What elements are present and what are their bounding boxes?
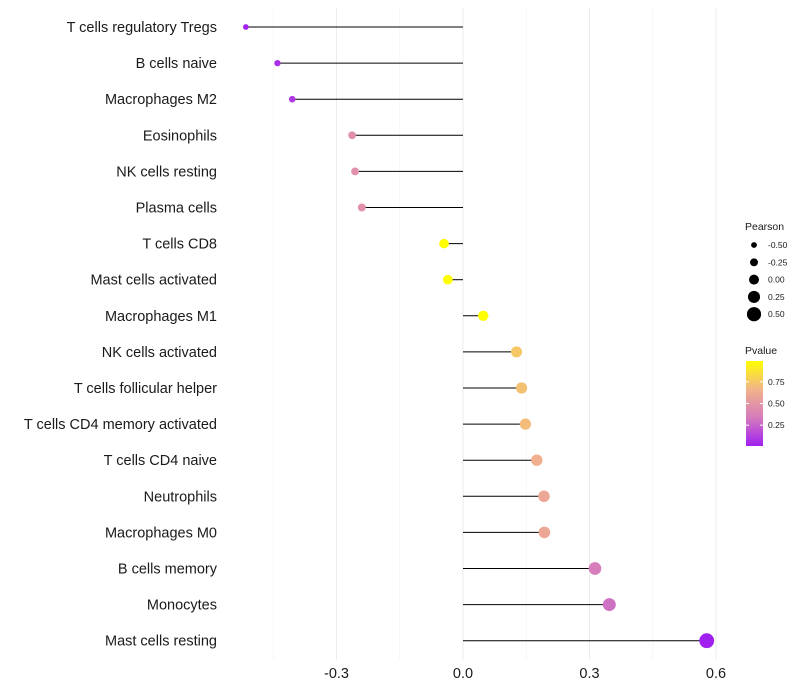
x-tick-label: 0.3 bbox=[579, 666, 599, 682]
data-point bbox=[511, 346, 523, 358]
legend-size-label: 0.00 bbox=[768, 275, 785, 285]
legend-pearson: Pearson -0.50 -0.25 0.00 0.25 0.50 bbox=[745, 221, 788, 322]
y-label: Macrophages M2 bbox=[105, 92, 217, 108]
legend-size-label: -0.25 bbox=[768, 257, 788, 267]
legend-pvalue-title: Pvalue bbox=[745, 345, 777, 357]
legend-color-label: 0.75 bbox=[768, 377, 785, 387]
x-tick-label: 0.6 bbox=[706, 666, 726, 682]
legend-size-key bbox=[749, 274, 759, 285]
legend-size-label: 0.50 bbox=[768, 309, 785, 319]
legend-size-label: -0.50 bbox=[768, 240, 788, 250]
y-label: T cells follicular helper bbox=[74, 381, 217, 397]
legend-size-key bbox=[751, 242, 757, 248]
y-axis-labels: T cells regulatory Tregs B cells naive Mac… bbox=[24, 20, 218, 650]
x-tick-label: -0.3 bbox=[324, 666, 349, 682]
y-label: B cells memory bbox=[118, 562, 218, 578]
y-label: T cells CD4 naive bbox=[104, 453, 217, 469]
legend-size-key bbox=[746, 307, 762, 322]
y-label: Mast cells activated bbox=[90, 273, 217, 289]
legend-size-key bbox=[747, 290, 761, 303]
data-point bbox=[516, 382, 528, 394]
y-label: B cells naive bbox=[136, 56, 217, 72]
stems bbox=[245, 26, 707, 642]
legend-size-label: 0.25 bbox=[768, 292, 785, 302]
x-axis-tick-labels: -0.3 0.0 0.3 0.6 bbox=[324, 666, 726, 682]
data-point bbox=[348, 131, 356, 140]
y-label: NK cells resting bbox=[116, 164, 217, 180]
y-label: Neutrophils bbox=[144, 489, 217, 505]
legend-size-key bbox=[750, 258, 758, 267]
legend-pearson-title: Pearson bbox=[745, 221, 784, 233]
data-point bbox=[538, 490, 550, 503]
y-label: Plasma cells bbox=[136, 201, 217, 217]
data-point bbox=[243, 24, 249, 30]
y-label: NK cells activated bbox=[102, 345, 217, 361]
y-label: T cells regulatory Tregs bbox=[67, 20, 217, 36]
data-point bbox=[602, 598, 616, 612]
y-label: T cells CD4 memory activated bbox=[24, 417, 217, 433]
data-point bbox=[274, 59, 281, 67]
y-label: Macrophages M0 bbox=[105, 525, 217, 541]
data-point bbox=[351, 167, 359, 176]
legend-color-label: 0.50 bbox=[768, 399, 785, 409]
data-point bbox=[588, 562, 602, 575]
pvalue-colorbar bbox=[746, 361, 763, 446]
data-point bbox=[439, 238, 449, 249]
points bbox=[243, 24, 715, 649]
y-label: Eosinophils bbox=[143, 128, 217, 144]
y-label: Monocytes bbox=[147, 598, 217, 614]
data-point bbox=[519, 418, 532, 430]
y-label: T cells CD8 bbox=[142, 237, 217, 253]
data-point bbox=[699, 633, 715, 649]
grid-lines bbox=[272, 8, 717, 660]
data-point bbox=[357, 203, 366, 212]
data-point bbox=[478, 310, 489, 322]
x-tick-label: 0.0 bbox=[453, 666, 473, 682]
data-point bbox=[538, 526, 551, 539]
data-point bbox=[442, 274, 453, 285]
data-point bbox=[531, 454, 543, 466]
legend-pvalue: Pvalue 0.75 0.50 0.25 bbox=[745, 345, 785, 446]
y-label: Macrophages M1 bbox=[105, 309, 217, 325]
legend-color-label: 0.25 bbox=[768, 420, 785, 430]
y-label: Mast cells resting bbox=[105, 634, 217, 650]
data-point bbox=[288, 95, 296, 103]
